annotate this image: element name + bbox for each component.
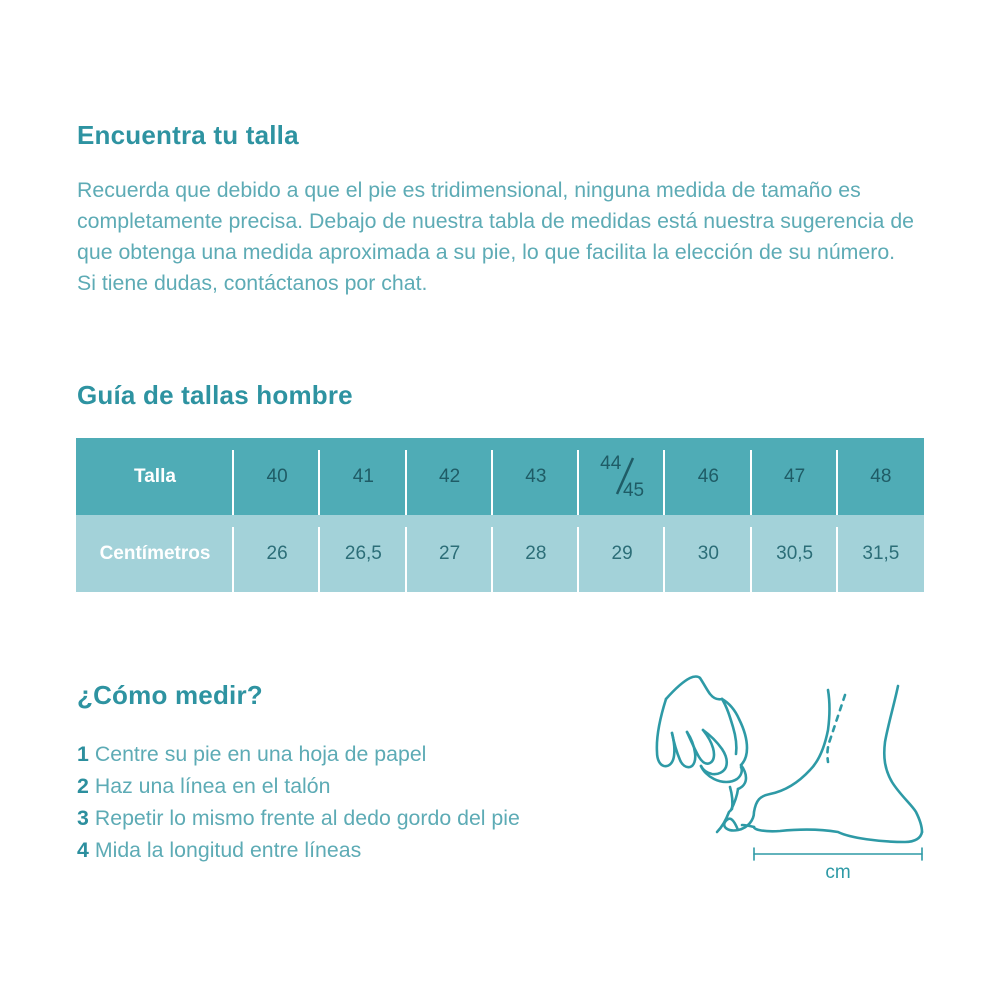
svg-text:cm: cm <box>825 862 850 883</box>
